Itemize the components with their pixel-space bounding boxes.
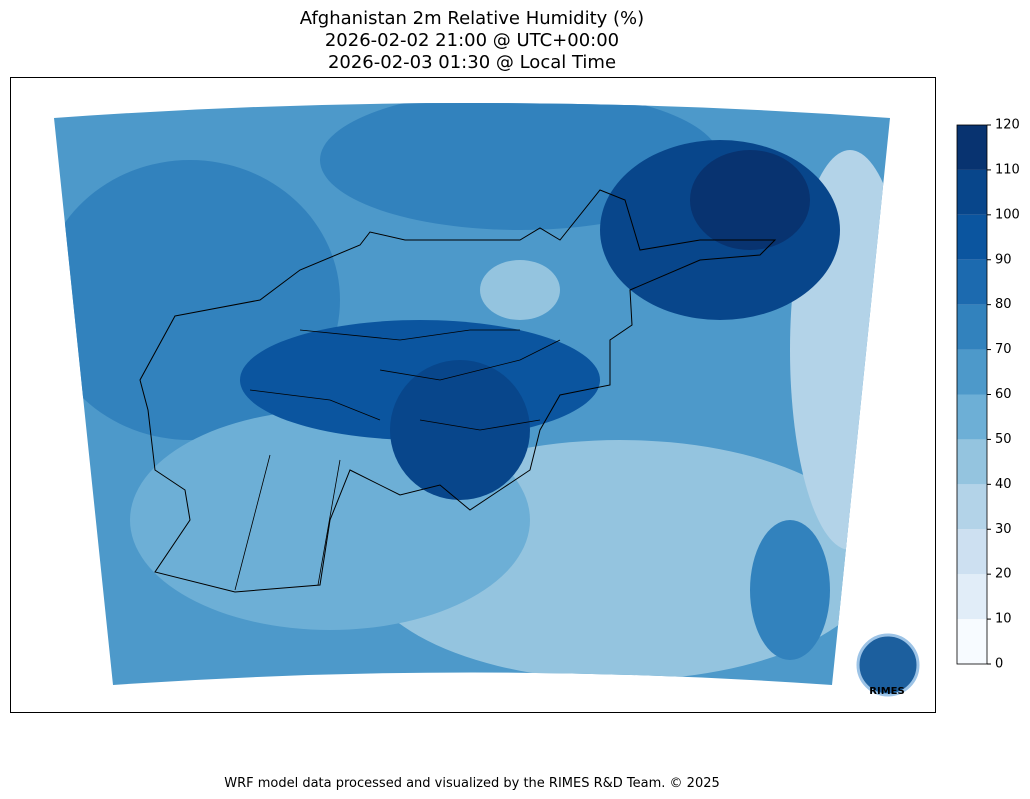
title-line: 2026-02-02 21:00 @ UTC+00:00 — [325, 30, 619, 51]
title-block: Afghanistan 2m Relative Humidity (%)2026… — [300, 8, 644, 73]
colorbar-bin — [957, 619, 987, 664]
colorbar-bin — [957, 529, 987, 575]
colorbar-tick-label: 50 — [995, 432, 1012, 447]
colorbar-tick-label: 60 — [995, 387, 1012, 402]
province-borders — [234, 329, 561, 591]
colorbar-tick-label: 20 — [995, 567, 1012, 582]
map-frame — [10, 77, 936, 713]
colorbar-bin — [957, 304, 987, 350]
title-line: Afghanistan 2m Relative Humidity (%) — [300, 8, 644, 29]
colorbar-tick-label: 30 — [995, 522, 1012, 537]
logo-emblem — [856, 633, 920, 697]
colorbar-tick-label: 90 — [995, 252, 1012, 267]
colorbar-bin — [957, 484, 987, 530]
colorbar-tick-label: 40 — [995, 477, 1012, 492]
colorbar-bin — [957, 259, 987, 305]
colorbar-bin — [957, 169, 987, 215]
colorbar-tick-label: 80 — [995, 297, 1012, 312]
colorbar-bin — [957, 439, 987, 485]
colorbar-bin — [957, 214, 987, 260]
colorbar: 0 10 20 30 40 50 60 70 80 90 100 110 120 — [956, 118, 1020, 672]
title-line: 2026-02-03 01:30 @ Local Time — [328, 52, 616, 73]
colorbar-tick-label: 120 — [995, 118, 1020, 133]
logo-text: RIMES — [869, 686, 904, 697]
footer: WRF model data processed and visualized … — [224, 776, 720, 791]
colorbar-bin — [957, 349, 987, 395]
humidity-field — [54, 103, 890, 685]
colorbar-tick-label: 70 — [995, 342, 1012, 357]
colorbar-tick-label: 0 — [995, 657, 1003, 672]
colorbar-bin — [957, 125, 987, 170]
colorbar-bin — [957, 574, 987, 620]
colorbar-tick-label: 10 — [995, 612, 1012, 627]
colorbar-bin — [957, 394, 987, 440]
colorbar-tick-label: 110 — [995, 162, 1020, 177]
colorbar-tick-label: 100 — [995, 207, 1020, 222]
country-outline — [139, 189, 777, 593]
